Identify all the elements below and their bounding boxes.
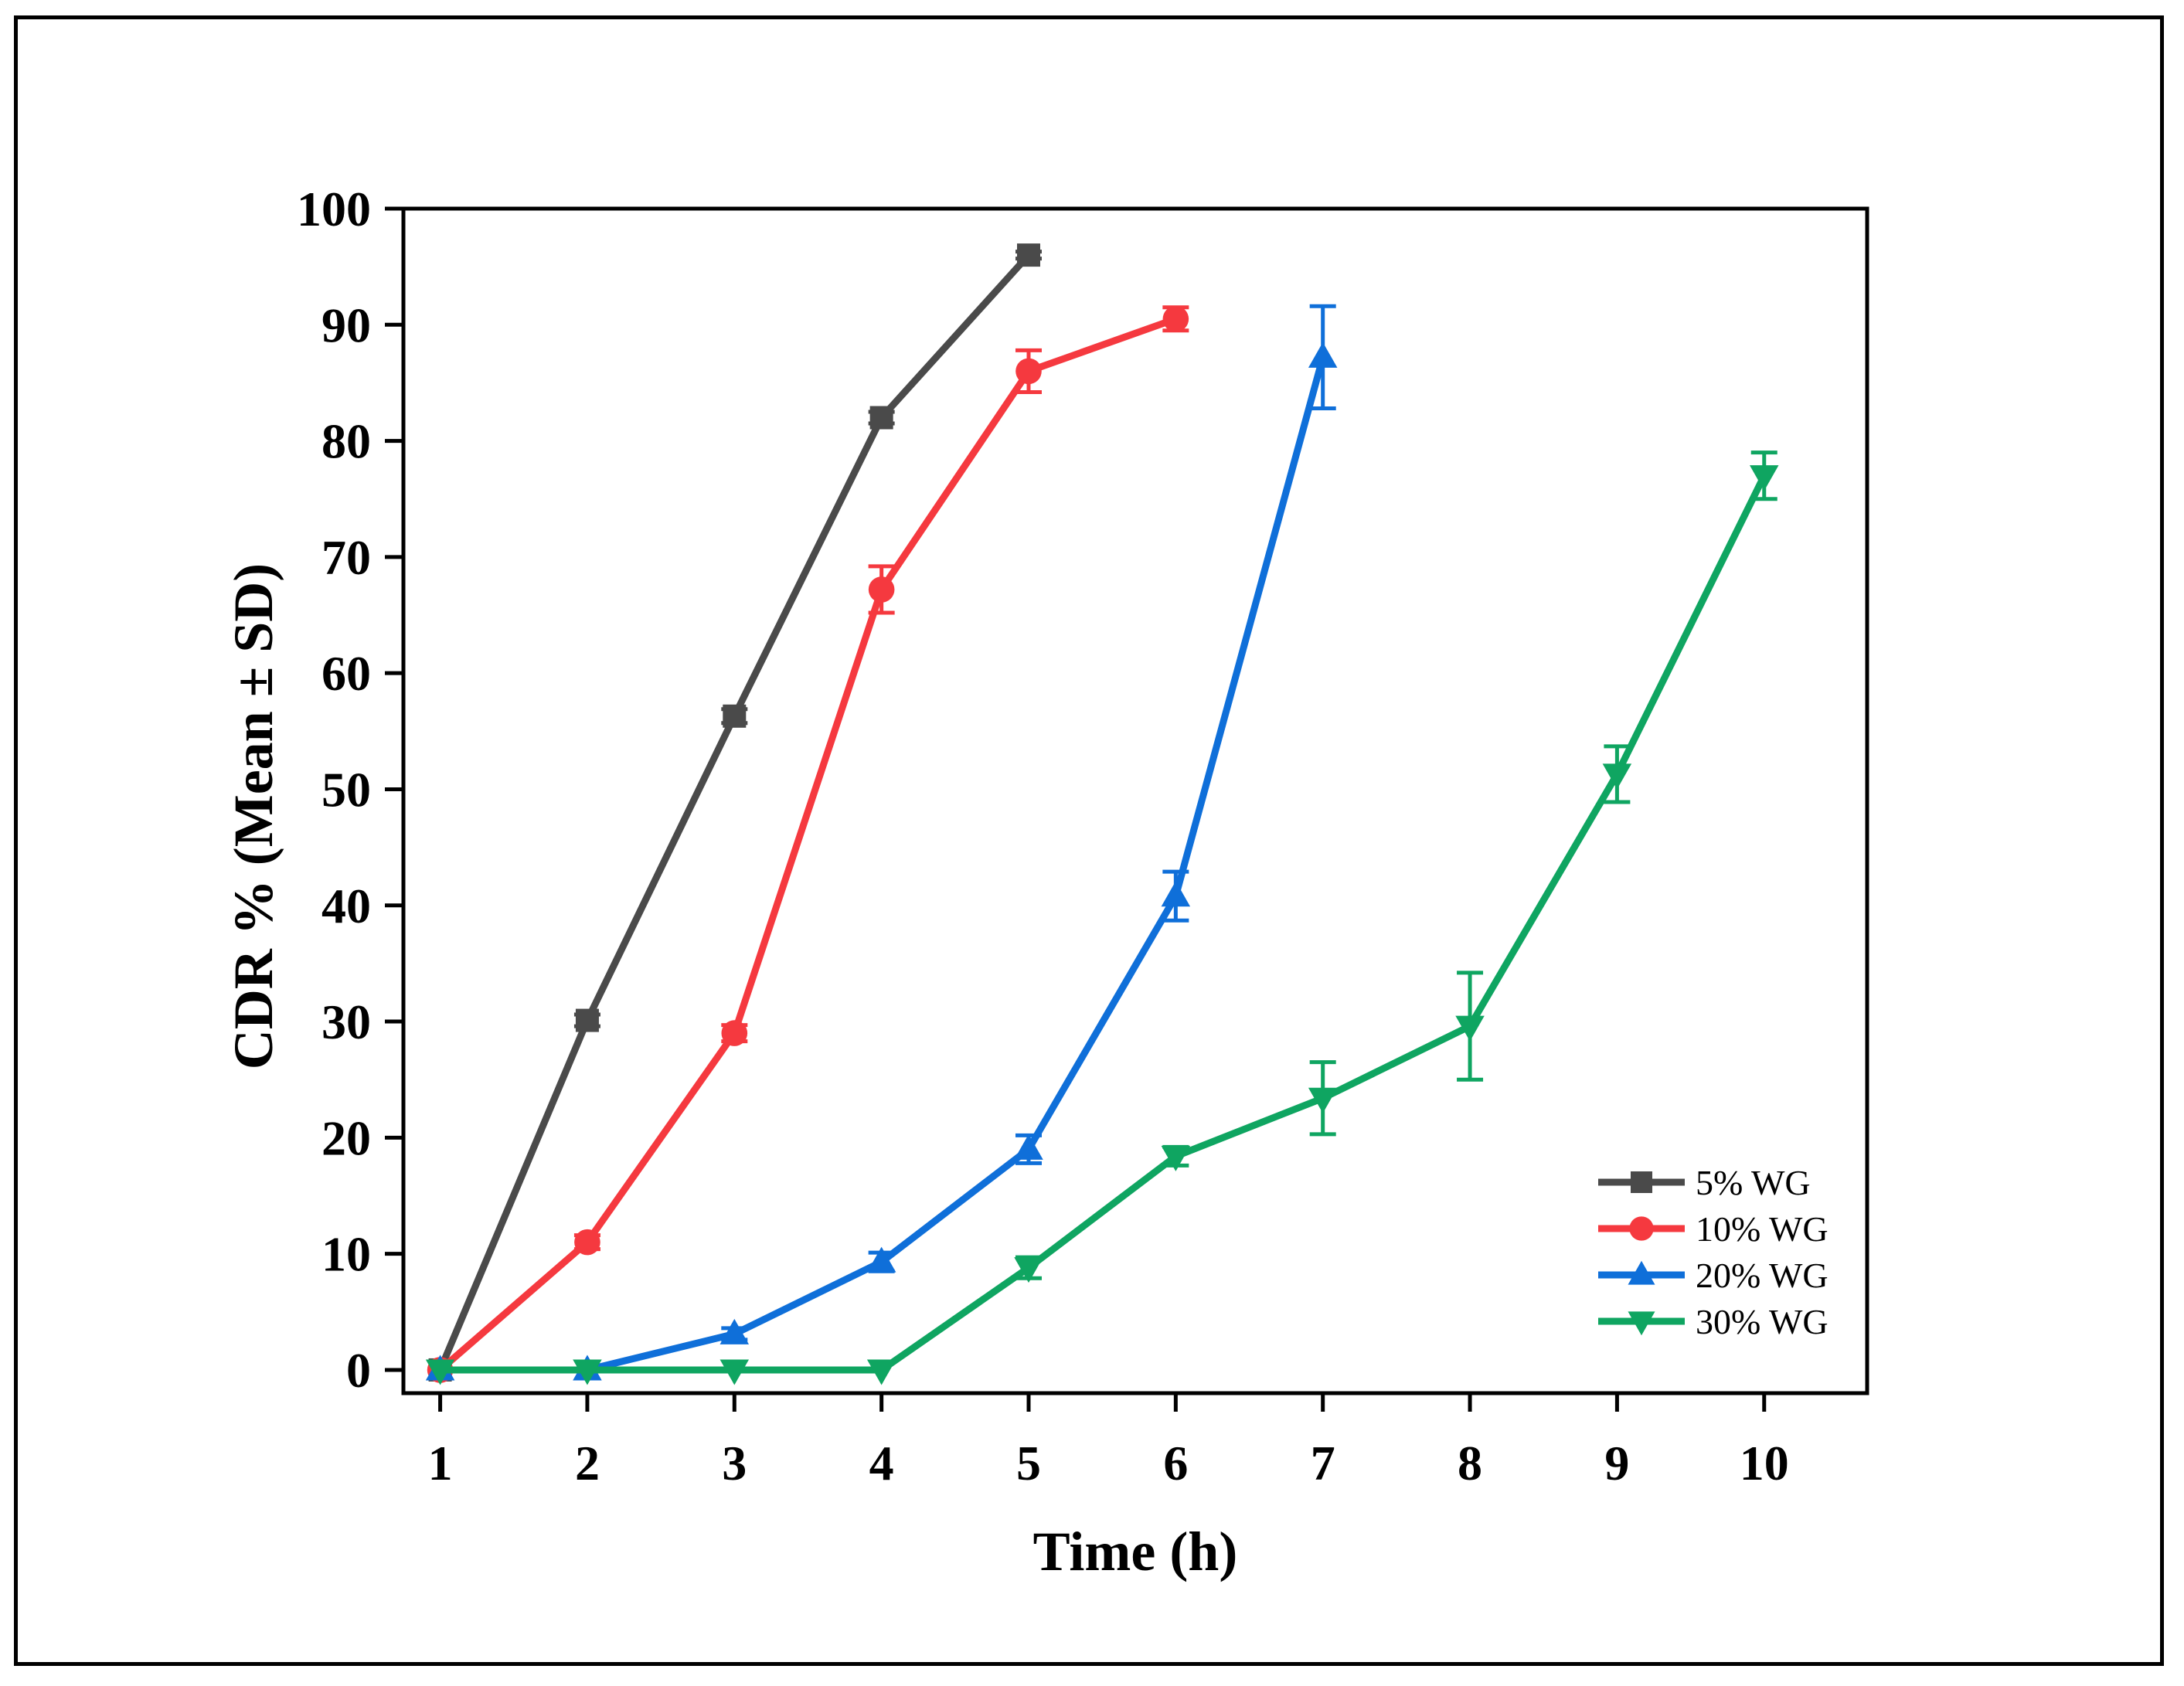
legend-marker [1631, 1171, 1652, 1193]
y-tick-label: 60 [321, 646, 371, 701]
legend-item: 20% WG [1598, 1256, 1829, 1295]
legend-item: 5% WG [1598, 1163, 1811, 1202]
data-point [574, 1229, 600, 1256]
series-line [437, 253, 1032, 1372]
data-point [721, 1020, 748, 1046]
legend-marker [1629, 1216, 1654, 1241]
data-point [1161, 881, 1191, 907]
plot-area-border [401, 206, 1869, 1395]
series-layer [425, 243, 1779, 1385]
data-point [1014, 1257, 1043, 1283]
legend-label: 5% WG [1696, 1163, 1811, 1202]
y-tick-label: 30 [321, 994, 371, 1049]
legend-label: 30% WG [1696, 1302, 1829, 1341]
y-tick-label: 100 [297, 182, 371, 236]
data-point [575, 1008, 599, 1032]
x-tick-label: 7 [1311, 1436, 1335, 1491]
y-tick-label: 70 [321, 530, 371, 585]
x-tick-label: 10 [1740, 1436, 1789, 1491]
data-point [1308, 342, 1338, 368]
legend-marker [1628, 1260, 1655, 1285]
data-point [723, 704, 747, 728]
data-point [1455, 1015, 1485, 1042]
legend-label: 20% WG [1696, 1256, 1829, 1295]
data-point [1162, 305, 1189, 332]
figure-frame [14, 15, 2164, 1666]
data-point [1161, 1145, 1191, 1171]
data-point [719, 1359, 750, 1385]
x-tick-label: 4 [869, 1436, 894, 1491]
legend-marker [1628, 1311, 1655, 1336]
x-tick-label: 5 [1016, 1436, 1041, 1491]
x-tick-label: 6 [1163, 1436, 1188, 1491]
legend-item: 10% WG [1598, 1209, 1829, 1249]
data-point [869, 406, 893, 430]
data-point [1602, 763, 1632, 790]
data-point [719, 1318, 750, 1344]
y-tick-label: 80 [321, 414, 371, 469]
legend-label: 10% WG [1696, 1209, 1829, 1249]
x-tick-label: 3 [722, 1436, 747, 1491]
data-point [1014, 1134, 1043, 1160]
data-point [1750, 465, 1779, 491]
x-tick-label: 8 [1458, 1436, 1482, 1491]
x-tick-label: 1 [428, 1436, 453, 1491]
x-axis-title: Time (h) [1033, 1521, 1238, 1582]
series-3 [425, 304, 1338, 1381]
y-tick-label: 0 [346, 1343, 371, 1398]
y-tick-label: 50 [321, 762, 371, 817]
data-point [573, 1359, 602, 1385]
series-line [440, 474, 1767, 1374]
y-tick-label: 90 [321, 297, 371, 352]
data-point [1308, 1087, 1338, 1113]
y-tick-label: 10 [321, 1227, 371, 1282]
legend-item: 30% WG [1598, 1302, 1829, 1341]
data-point [866, 1359, 896, 1385]
series-line [440, 356, 1327, 1374]
y-tick-label: 40 [321, 879, 371, 933]
series-4 [425, 450, 1779, 1385]
x-tick-label: 2 [575, 1436, 600, 1491]
x-tick-label: 9 [1604, 1436, 1629, 1491]
y-tick-label: 20 [321, 1110, 371, 1165]
data-point [1015, 358, 1042, 385]
legend: 5% WG 10% WG 20% WG 30% WG [1598, 1163, 1829, 1341]
data-point [866, 1246, 896, 1273]
data-point [425, 1359, 455, 1385]
series-2 [427, 305, 1189, 1383]
y-axis-title: CDR % (Mean ± SD) [223, 563, 284, 1069]
data-point [868, 576, 895, 603]
series-line [437, 315, 1177, 1373]
data-point [1016, 243, 1040, 267]
